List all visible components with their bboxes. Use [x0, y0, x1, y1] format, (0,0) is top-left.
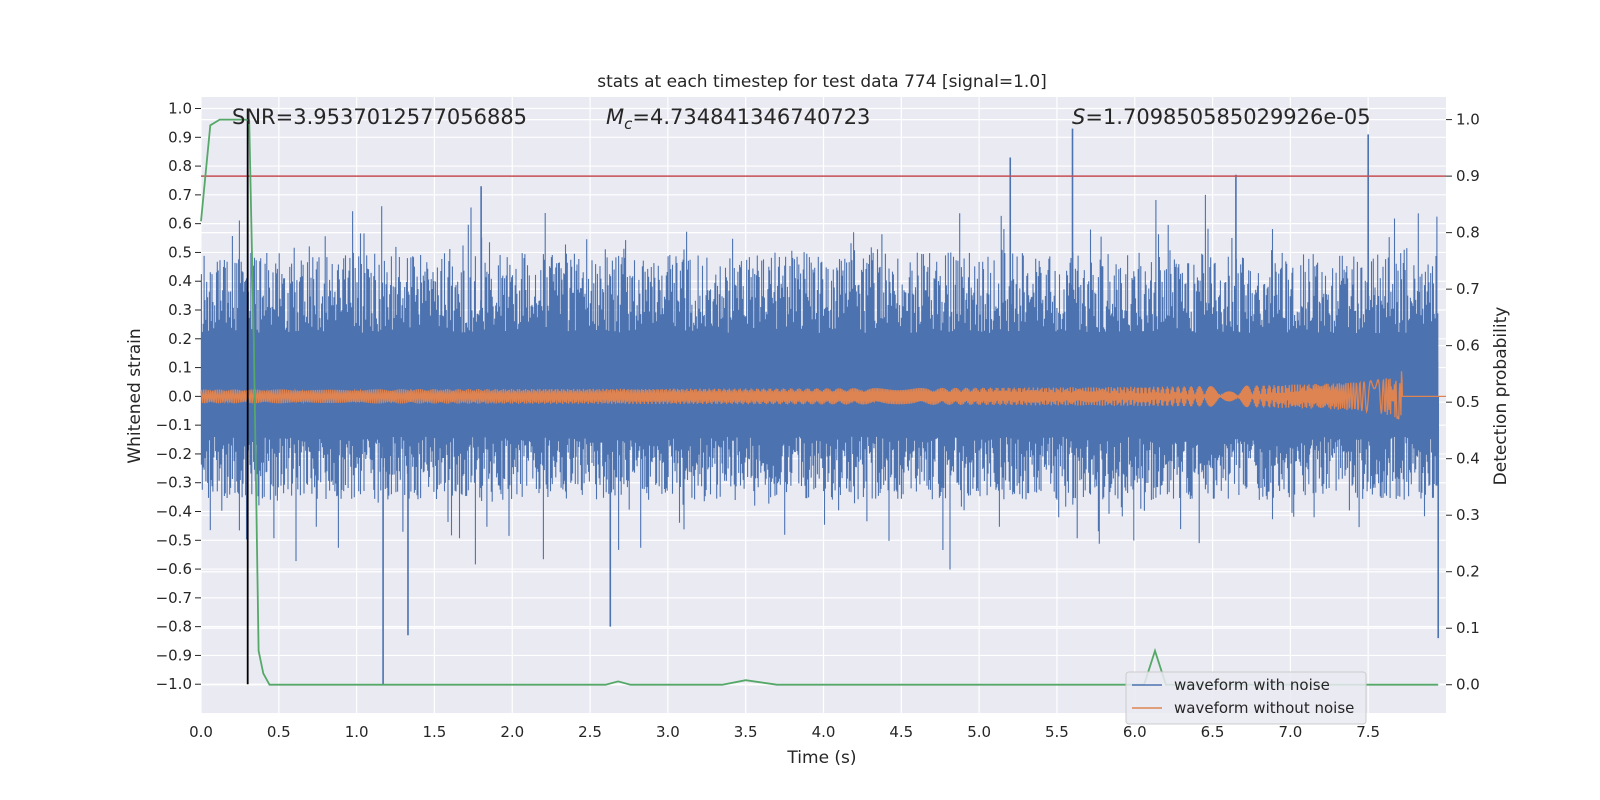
legend: waveform with noise waveform without noi… [1125, 671, 1367, 725]
series-waveform-without-noise [200, 371, 1446, 420]
y2-tick-label: 0.6 [1456, 337, 1480, 355]
y2-tick-label: 0.7 [1456, 280, 1480, 298]
y2-tick-label: 0.1 [1456, 619, 1480, 637]
x-tick-label: 6.5 [1201, 723, 1225, 741]
y2-tick-label: 0.9 [1456, 167, 1480, 185]
x-tick-label: 4.0 [812, 723, 836, 741]
y-tick-label: 0.9 [168, 128, 192, 146]
series-detection-probability [200, 108, 1446, 686]
y-tick-label: 0.4 [168, 272, 192, 290]
detection-probability-line [200, 118, 1439, 686]
x-axis-label: Time (s) [786, 748, 856, 768]
y-tick-label: 0.6 [168, 215, 192, 233]
x-tick-label: 7.5 [1356, 723, 1380, 741]
x-tick-label: 0.5 [267, 723, 291, 741]
chirp-mass-annotation: Mc=4.734841346740723 [606, 105, 870, 133]
y-tick-label: 1.0 [168, 100, 192, 118]
x-tick-label: 6.0 [1123, 723, 1147, 741]
y-tick-label: −0.2 [156, 445, 192, 463]
y-tick-label: 0.1 [168, 359, 192, 377]
s-value: =1.709850585029926e-05 [1085, 105, 1370, 129]
y-tick-label: 0.2 [168, 330, 192, 348]
x-tick-label: 1.5 [423, 723, 447, 741]
chirp-mass-value: =4.734841346740723 [632, 105, 870, 129]
x-tick-label: 7.0 [1278, 723, 1302, 741]
y-tick-label: −0.5 [156, 531, 192, 549]
y-tick-labels: 1.0 0.9 0.8 0.7 0.6 0.5 0.4 0.3 0.2 0.1 0.0 −0.1 −0.… [156, 100, 201, 693]
chirp-mass-symbol: M [606, 105, 624, 129]
y2-tick-label: 0.2 [1456, 563, 1480, 581]
chart-title: stats at each timestep for test data 774… [597, 72, 1047, 92]
x-tick-label: 4.5 [889, 723, 913, 741]
y-tick-label: 0.3 [168, 301, 192, 319]
y-tick-label: 0.0 [168, 387, 192, 405]
y-tick-label: −0.3 [156, 474, 192, 492]
chirp-mass-subscript: c [624, 115, 633, 133]
y-tick-label: −0.9 [156, 646, 192, 664]
y-tick-label: −0.6 [156, 560, 192, 578]
snr-annotation: SNR=3.9537012577056885 [232, 105, 527, 129]
y-tick-label: −0.7 [156, 589, 192, 607]
y-tick-label: −1.0 [156, 675, 192, 693]
x-tick-label: 2.0 [500, 723, 524, 741]
x-tick-label: 5.5 [1045, 723, 1069, 741]
x-tick-label: 0.0 [189, 723, 213, 741]
y-tick-label: −0.4 [156, 503, 192, 521]
legend-label-waveform-without-noise: waveform without noise [1174, 699, 1354, 717]
y-axis-label: Whitened strain [125, 328, 145, 463]
y2-tick-label: 0.0 [1456, 676, 1480, 694]
y-tick-label: −0.1 [156, 416, 192, 434]
x-tick-label: 2.5 [578, 723, 602, 741]
y2-tick-label: 0.5 [1456, 393, 1480, 411]
y-tick-label: 0.8 [168, 157, 192, 175]
y2-tick-label: 0.3 [1456, 506, 1480, 524]
y-tick-label: 0.7 [168, 186, 192, 204]
s-symbol: S [1072, 105, 1085, 129]
y2-tick-label: 0.4 [1456, 450, 1480, 468]
x-tick-labels: 0.0 0.5 1.0 1.5 2.0 2.5 3.0 3.5 4.0 4.5 5.0 5.5 6.0 6… [189, 723, 1380, 741]
s-annotation: S=1.709850585029926e-05 [1072, 105, 1371, 129]
x-tick-label: 5.0 [967, 723, 991, 741]
x-tick-label: 1.0 [345, 723, 369, 741]
legend-label-waveform-with-noise: waveform with noise [1174, 676, 1330, 694]
y-tick-label: −0.8 [156, 618, 192, 636]
y2-tick-label: 1.0 [1456, 111, 1480, 129]
y2-tick-label: 0.8 [1456, 224, 1480, 242]
x-tick-label: 3.5 [734, 723, 758, 741]
legend-box [1125, 671, 1367, 725]
y-tick-label: 0.5 [168, 243, 192, 261]
clean-waveform-trace [200, 371, 1446, 420]
y2-tick-labels: 1.0 0.9 0.8 0.7 0.6 0.5 0.4 0.3 0.2 0.1 0.0 [1446, 111, 1480, 694]
x-tick-label: 3.0 [656, 723, 680, 741]
y2-axis-label: Detection probability [1491, 307, 1511, 486]
